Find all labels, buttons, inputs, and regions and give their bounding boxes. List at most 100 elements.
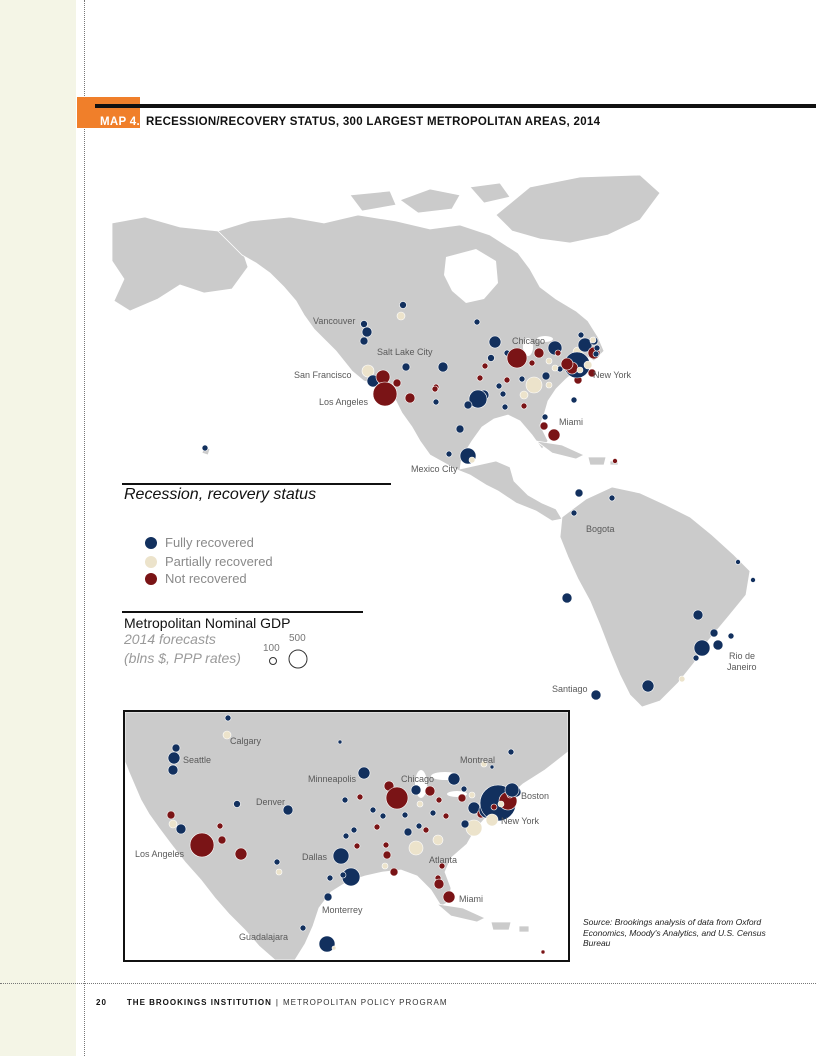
metro-marker (560, 357, 574, 371)
inset-metro-dots (166, 714, 546, 955)
metro-marker (520, 402, 528, 410)
inset-label-minneapolis: Minneapolis (308, 774, 357, 784)
metro-marker (342, 832, 350, 840)
inset-hispaniola-shape (490, 921, 512, 931)
metro-marker (589, 336, 597, 344)
metro-marker (389, 867, 399, 877)
metro-marker (497, 800, 505, 808)
metro-marker (445, 450, 453, 458)
metro-marker (519, 390, 529, 400)
arctic-island-shape (469, 182, 511, 204)
metro-marker (331, 945, 337, 951)
metro-marker (574, 488, 584, 498)
metro-marker (473, 318, 481, 326)
inset-label-seattle: Seattle (183, 755, 212, 765)
metro-marker (499, 390, 507, 398)
main-map-metro-dots (201, 301, 756, 701)
metro-marker (590, 689, 602, 701)
map-title: RECESSION/RECOVERY STATUS, 300 LARGEST M… (146, 116, 601, 128)
partially-recovered-swatch (145, 556, 157, 568)
metro-marker (481, 362, 489, 370)
metro-marker (416, 800, 424, 808)
metro-marker (545, 381, 553, 389)
page-footer: 20 THE BROOKINGS INSTITUTION | METROPOLITAN… (96, 998, 448, 1007)
legend-label: Not recovered (165, 571, 247, 586)
map-number-label: MAP 4. (100, 116, 140, 128)
metro-marker (528, 359, 536, 367)
metro-marker (318, 935, 336, 953)
size-legend-small-label: 100 (263, 643, 280, 654)
metro-marker (167, 764, 179, 776)
metro-marker (518, 375, 526, 383)
metro-marker (735, 559, 741, 565)
metro-marker (583, 360, 593, 370)
size-legend-title: Metropolitan Nominal GDP (124, 615, 291, 631)
alaska-shape (111, 216, 249, 312)
metro-marker (587, 368, 597, 378)
metro-marker (392, 378, 402, 388)
inset-label-chicago: Chicago (401, 774, 435, 784)
metro-marker (438, 862, 446, 870)
inset-label-calgary: Calgary (230, 736, 262, 746)
metro-marker (488, 335, 502, 349)
inset-map-us: Calgary Seattle Montreal Minneapolis Chi… (123, 710, 570, 962)
metro-marker (396, 311, 406, 321)
metro-marker (541, 413, 549, 421)
metro-marker (570, 509, 578, 517)
metro-marker (175, 823, 187, 835)
metro-marker (442, 812, 450, 820)
metro-marker (350, 826, 358, 834)
metro-marker (485, 813, 499, 827)
label-rio-line2: Janeiro (727, 662, 757, 672)
metro-marker (357, 766, 371, 780)
metro-marker (476, 374, 484, 382)
metro-marker (401, 811, 409, 819)
metro-marker (429, 809, 437, 817)
metro-marker (282, 804, 294, 816)
metro-marker (222, 730, 232, 740)
metro-marker (373, 823, 381, 831)
metro-marker (360, 320, 368, 328)
south-america-shape (559, 486, 751, 708)
metro-marker (234, 847, 248, 861)
metro-marker (369, 806, 377, 814)
hudson-bay (444, 249, 498, 303)
metro-marker (460, 819, 470, 829)
metro-marker (410, 784, 422, 796)
inset-label-new-york: New York (501, 816, 540, 826)
metro-marker (678, 675, 686, 683)
metro-marker (463, 400, 473, 410)
metro-marker (545, 357, 553, 365)
metro-marker (372, 381, 398, 407)
metro-marker (641, 679, 655, 693)
metro-marker (712, 639, 724, 651)
metro-marker (750, 577, 756, 583)
page-number: 20 (96, 998, 107, 1007)
metro-marker (576, 366, 584, 374)
metro-marker (577, 331, 585, 339)
metro-marker (401, 362, 411, 372)
size-legend-subtitle: 2014 forecasts (124, 631, 216, 647)
metro-marker (359, 336, 369, 346)
source-note: Source: Brookings analysis of data from … (583, 917, 766, 949)
metro-marker (504, 782, 520, 798)
metro-marker (570, 396, 578, 404)
metro-marker (608, 494, 616, 502)
metro-marker (415, 822, 423, 830)
metro-marker (612, 458, 618, 464)
americas-map (111, 174, 756, 708)
inset-map-canvas (125, 712, 568, 960)
metro-marker (408, 840, 424, 856)
inset-label-denver: Denver (256, 797, 286, 807)
metro-marker (166, 810, 176, 820)
metro-marker (435, 796, 443, 804)
label-rio-line1: Rio de (729, 651, 756, 661)
label-san-francisco: San Francisco (294, 370, 352, 380)
metro-marker (273, 858, 281, 866)
metro-marker (201, 444, 209, 452)
fully-recovered-swatch (145, 537, 157, 549)
metro-marker (224, 714, 232, 722)
metro-marker (323, 892, 333, 902)
size-legend-circles (269, 649, 308, 669)
metro-marker (361, 364, 375, 378)
